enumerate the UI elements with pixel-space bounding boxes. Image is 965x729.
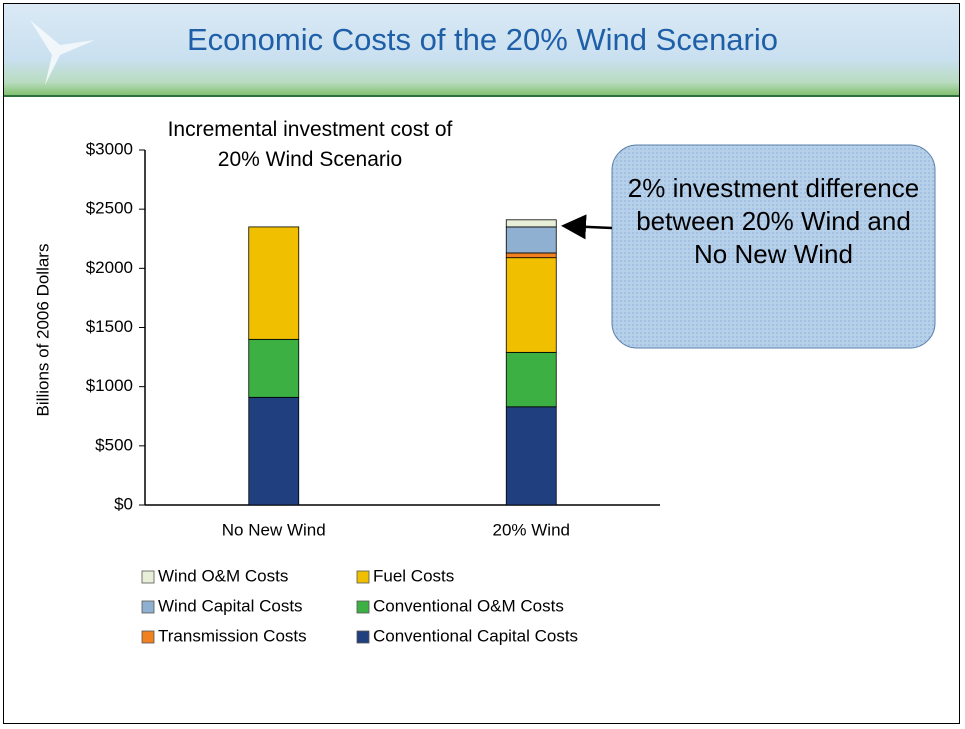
y-tick-label: $2500 <box>86 199 133 218</box>
legend-swatch <box>356 600 370 614</box>
bar-segment <box>505 406 557 506</box>
bar-segment <box>248 396 300 506</box>
header-band <box>4 4 959 96</box>
callout-box <box>611 144 936 349</box>
bar-segment <box>505 252 557 259</box>
y-axis-label: Billions of 2006 Dollars <box>33 244 52 417</box>
legend-label: Wind O&M Costs <box>158 566 288 585</box>
legend-label: Wind Capital Costs <box>158 596 303 615</box>
y-tick-label: $2000 <box>86 258 133 277</box>
legend-swatch <box>141 630 155 644</box>
y-tick-label: $1500 <box>86 317 133 336</box>
legend-label: Transmission Costs <box>158 626 307 645</box>
y-tick-label: $3000 <box>86 139 133 158</box>
bar-segment <box>505 351 557 408</box>
legend-label: Conventional Capital Costs <box>373 626 578 645</box>
bar-segment <box>505 257 557 353</box>
y-tick-label: $0 <box>114 494 133 513</box>
bar-segment <box>248 226 300 340</box>
y-tick-label: $1000 <box>86 376 133 395</box>
legend-swatch <box>141 600 155 614</box>
header-rule <box>4 95 959 97</box>
legend-swatch <box>356 570 370 584</box>
legend-swatch <box>141 570 155 584</box>
slide-title: Economic Costs of the 20% Wind Scenario <box>187 22 778 57</box>
callout-text: 2% investment difference between 20% Win… <box>627 173 920 269</box>
turbine-icon <box>30 20 95 85</box>
x-tick-label: No New Wind <box>222 520 326 539</box>
bar-segment <box>248 338 300 398</box>
slide-frame <box>3 3 960 724</box>
legend-label: Conventional O&M Costs <box>373 596 564 615</box>
chart-title: Incremental investment cost of 20% Wind … <box>167 118 453 171</box>
bar-segment <box>505 226 557 254</box>
legend-label: Fuel Costs <box>373 566 454 585</box>
legend-swatch <box>356 630 370 644</box>
y-tick-label: $500 <box>95 435 133 454</box>
bar-segment <box>505 219 557 228</box>
x-tick-label: 20% Wind <box>493 520 570 539</box>
callout-arrow <box>561 214 613 240</box>
